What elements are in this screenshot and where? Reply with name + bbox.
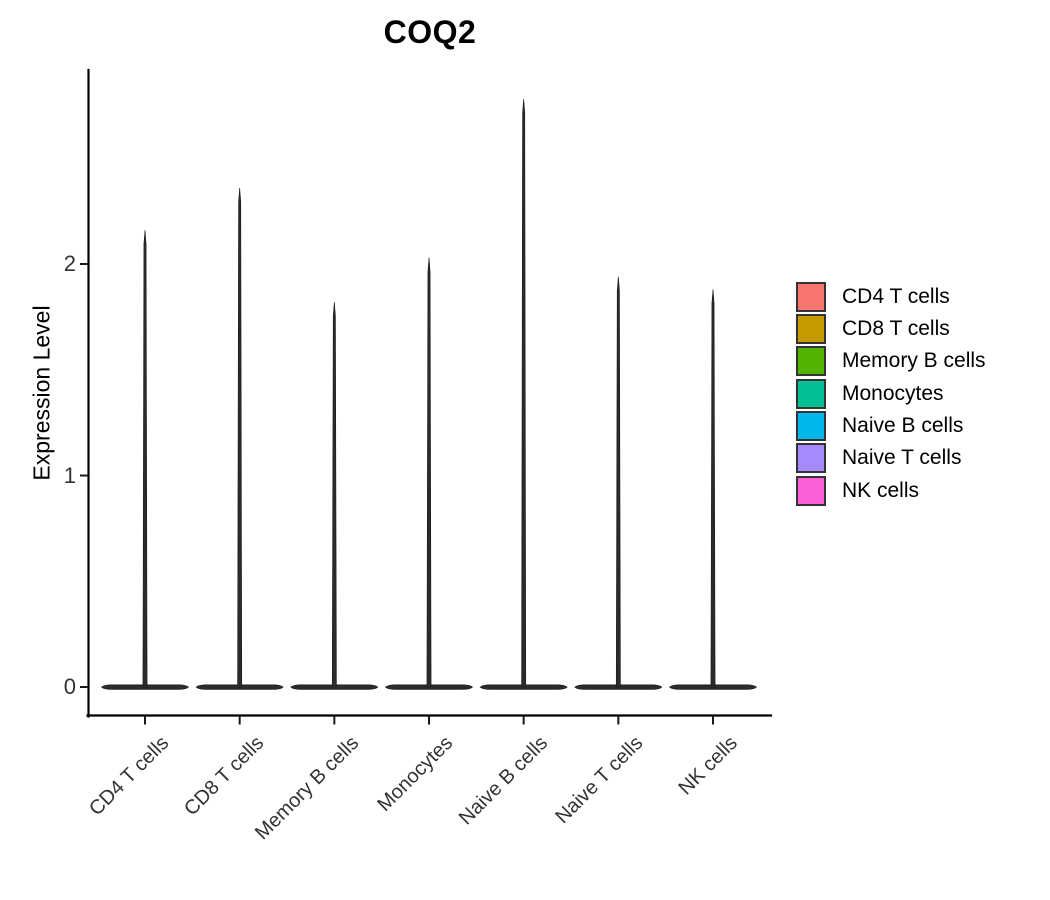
legend-item: Monocytes (796, 378, 986, 409)
legend-key-swatch (796, 281, 826, 312)
y-tick-label: 2 (63, 251, 76, 276)
legend-item: CD8 T cells (796, 313, 986, 344)
legend-key-swatch (796, 411, 826, 442)
violin-spike-memory-b-cells (331, 302, 337, 688)
legend-key-swatch (796, 313, 826, 344)
legend-item: CD4 T cells (796, 281, 986, 312)
y-tick-label: 0 (63, 674, 76, 699)
violin-spike-cd8-t-cells (237, 187, 243, 688)
legend-item: Memory B cells (796, 346, 986, 377)
legend-item: NK cells (796, 475, 986, 506)
legend-key-swatch (796, 378, 826, 409)
legend-key-swatch (796, 346, 826, 377)
legend-item-label: CD4 T cells (842, 284, 950, 308)
legend-item-label: NK cells (842, 478, 920, 502)
legend-item: Naive B cells (796, 411, 986, 442)
plot-title: COQ2 (383, 14, 477, 50)
legend-item-label: Naive B cells (842, 414, 964, 438)
legend-item-label: Monocytes (842, 381, 944, 405)
legend-item: Naive T cells (796, 443, 986, 474)
legend: CD4 T cells CD8 T cells Memory B cells Mono… (796, 281, 986, 508)
legend-item-label: Naive T cells (842, 446, 962, 470)
violin-spike-naive-t-cells (615, 276, 621, 688)
violin-spike-monocytes (426, 257, 432, 688)
legend-key-swatch (796, 475, 826, 506)
violin-spike-cd4-t-cells (142, 230, 148, 688)
y-tick-label: 1 (63, 462, 76, 488)
violin-spike-nk-cells (710, 289, 716, 688)
legend-item-label: CD8 T cells (842, 316, 950, 340)
violin-spike-naive-b-cells (521, 99, 527, 688)
legend-item-label: Memory B cells (842, 349, 986, 373)
legend-key-swatch (796, 443, 826, 474)
